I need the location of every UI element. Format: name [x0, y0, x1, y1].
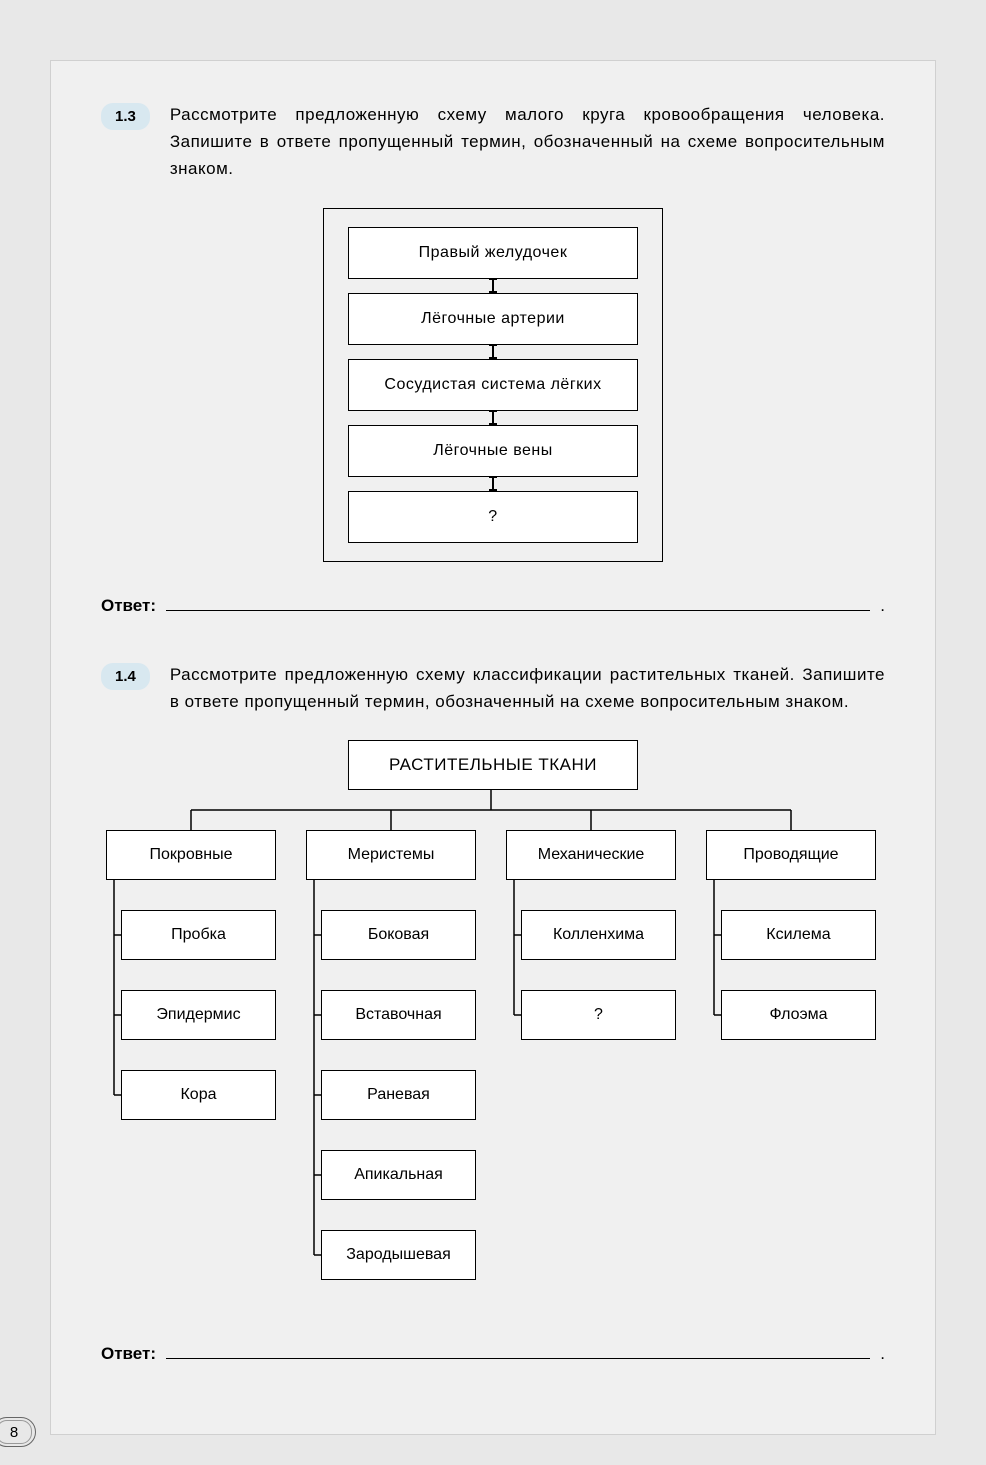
tree-subcategory: Боковая: [321, 910, 476, 960]
tree-root: РАСТИТЕЛЬНЫЕ ТКАНИ: [348, 740, 638, 790]
answer-row-1-4: Ответ: .: [101, 1340, 885, 1364]
task-header: 1.3 Рассмотрите предложенную схему малог…: [101, 101, 885, 183]
flowchart-box: Сосудистая система лёгких: [348, 359, 638, 411]
flowchart-connector: [492, 345, 494, 359]
answer-line[interactable]: [166, 1340, 870, 1359]
tree-column: Проводящие Ксилема Флоэма: [706, 830, 876, 1070]
flowchart-box: Правый желудочек: [348, 227, 638, 279]
flowchart-connector: [492, 411, 494, 425]
page-number: 8: [0, 1417, 36, 1447]
page-panel: 1.3 Рассмотрите предложенную схему малог…: [50, 60, 936, 1435]
flowchart-box: Лёгочные вены: [348, 425, 638, 477]
flowchart-connector: [492, 477, 494, 491]
tree-column: Покровные Пробка Эпидермис Кора: [106, 830, 276, 1150]
tree-subcategory: Колленхима: [521, 910, 676, 960]
tree-category: Меристемы: [306, 830, 476, 880]
tree-subcategory: Кора: [121, 1070, 276, 1120]
tree-column: Механические Колленхима?: [506, 830, 676, 1070]
tree-subcategory: Ксилема: [721, 910, 876, 960]
answer-line[interactable]: [166, 592, 870, 611]
answer-period: .: [880, 596, 885, 616]
tree-subcategory: Эпидермис: [121, 990, 276, 1040]
task-text-1-4: Рассмотрите предложенную схему классифик…: [170, 661, 885, 715]
answer-period: .: [880, 1344, 885, 1364]
answer-label: Ответ:: [101, 1344, 156, 1364]
flowchart-container: Правый желудочек Лёгочные артерии Сосудист…: [323, 208, 663, 562]
task-header: 1.4 Рассмотрите предложенную схему класс…: [101, 661, 885, 715]
tree-category: Покровные: [106, 830, 276, 880]
flowchart-box: Лёгочные артерии: [348, 293, 638, 345]
task-1-4: 1.4 Рассмотрите предложенную схему класс…: [101, 661, 885, 1365]
tree-subcategory: ?: [521, 990, 676, 1040]
tree-category: Механические: [506, 830, 676, 880]
answer-row-1-3: Ответ: .: [101, 592, 885, 616]
tree-subcategory: Раневая: [321, 1070, 476, 1120]
tree-subcategory: Зародышевая: [321, 1230, 476, 1280]
flowchart-connector: [492, 279, 494, 293]
tree-subcategory: Пробка: [121, 910, 276, 960]
tree-column: Меристемы Боковая Вставочная Раневая Апикаль…: [306, 830, 476, 1310]
flowchart-box: ?: [348, 491, 638, 543]
task-badge-1-4: 1.4: [101, 663, 150, 690]
tree-subcategory: Флоэма: [721, 990, 876, 1040]
tree-subcategory: Вставочная: [321, 990, 476, 1040]
tree-subcategory: Апикальная: [321, 1150, 476, 1200]
task-1-3: 1.3 Рассмотрите предложенную схему малог…: [101, 101, 885, 616]
answer-label: Ответ:: [101, 596, 156, 616]
tree-category: Проводящие: [706, 830, 876, 880]
page-number-value: 8: [10, 1424, 18, 1441]
task-badge-1-3: 1.3: [101, 103, 150, 130]
task-text-1-3: Рассмотрите предложенную схему малого кр…: [170, 101, 885, 183]
tree-diagram: РАСТИТЕЛЬНЫЕ ТКАНИ Покровные Пробка Эпидерм…: [101, 740, 885, 1310]
